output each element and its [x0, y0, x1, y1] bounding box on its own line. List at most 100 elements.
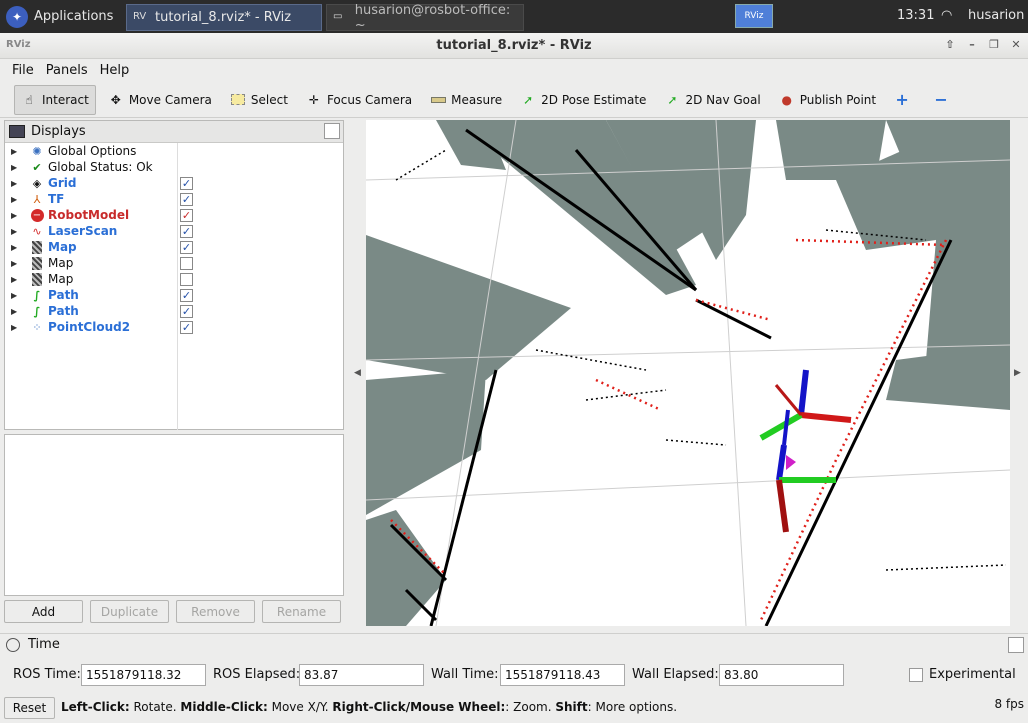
display-enable-checkbox[interactable]: ✓ [180, 192, 193, 206]
column-separator [177, 143, 178, 430]
plus-icon: + [895, 90, 909, 109]
status-hint: Left-Click: Rotate. Middle-Click: Move X… [61, 700, 677, 714]
user-menu[interactable]: husarion [968, 8, 1025, 23]
status-left-click: Left-Click: [61, 700, 130, 714]
display-row-robotmodel[interactable]: ▶ − RobotModel ✓ [5, 207, 343, 223]
taskbar-item-label: husarion@rosbot-office: ~ [354, 2, 511, 33]
display-row-map[interactable]: ▶ Map ✓ [5, 239, 343, 255]
taskbar-item-rviz[interactable]: RV tutorial_8.rviz* - RViz [126, 4, 322, 31]
applications-menu[interactable]: ✦ Applications [0, 0, 124, 33]
expand-arrow-icon[interactable]: ▶ [11, 258, 18, 268]
expand-arrow-icon[interactable]: ▶ [11, 306, 18, 316]
gear-icon: ✺ [32, 144, 42, 158]
rename-display-button[interactable]: Rename [262, 600, 341, 623]
expand-arrow-icon[interactable]: ▶ [11, 194, 18, 204]
display-row-map[interactable]: ▶ Map [5, 255, 343, 271]
publish-point-button[interactable]: ● Publish Point [773, 85, 882, 115]
pointcloud-icon: ⁘ [32, 320, 42, 334]
display-enable-checkbox[interactable] [180, 256, 193, 270]
menu-bar: File Panels Help [0, 59, 1028, 81]
reset-button[interactable]: Reset [4, 697, 55, 719]
experimental-checkbox[interactable] [909, 668, 923, 682]
maximize-icon[interactable]: ❐ [989, 38, 999, 51]
expand-arrow-icon[interactable]: ▶ [11, 242, 18, 252]
menu-panels[interactable]: Panels [45, 62, 88, 78]
monitor-icon [9, 125, 25, 138]
display-row-grid[interactable]: ▶ ◈ Grid ✓ [5, 175, 343, 191]
display-enable-checkbox[interactable]: ✓ [180, 240, 193, 254]
map-icon [29, 256, 45, 270]
display-row-pointcloud2[interactable]: ▶ ⁘ PointCloud2 ✓ [5, 319, 343, 335]
minimize-icon[interactable]: – [969, 38, 975, 51]
close-icon[interactable]: ✕ [1011, 38, 1021, 51]
path-icon: ∫ [33, 288, 41, 302]
nav-goal-button[interactable]: ➚ 2D Nav Goal [658, 85, 766, 115]
status-text: Rotate. [129, 700, 181, 714]
render-viewport[interactable] [366, 120, 1010, 626]
display-enable-checkbox[interactable]: ✓ [180, 304, 193, 318]
duplicate-display-button[interactable]: Duplicate [90, 600, 169, 623]
status-shift: Shift [555, 700, 588, 714]
ros-elapsed-field[interactable]: 83.87 [299, 664, 424, 686]
select-icon [230, 92, 246, 108]
display-row-global-options[interactable]: ▶ ✺ Global Options [5, 143, 343, 159]
display-enable-checkbox[interactable]: ✓ [180, 176, 193, 190]
move-camera-button[interactable]: ✥ Move Camera [102, 85, 218, 115]
publish-point-label: Publish Point [799, 92, 877, 107]
display-row-global-status[interactable]: ▶ ✔ Global Status: Ok [5, 159, 343, 175]
wifi-icon[interactable]: ◠ [941, 8, 953, 23]
add-tool-button[interactable]: + [888, 85, 921, 115]
focus-camera-icon: ✛ [308, 92, 319, 107]
display-enable-checkbox[interactable] [180, 272, 193, 286]
add-display-button[interactable]: Add [4, 600, 83, 623]
display-row-path[interactable]: ▶ ∫ Path ✓ [5, 287, 343, 303]
expand-arrow-icon[interactable]: ▶ [11, 226, 18, 236]
pose-estimate-button[interactable]: ➚ 2D Pose Estimate [514, 85, 652, 115]
wall-time-field[interactable]: 1551879118.43 [500, 664, 625, 686]
taskbar-item-terminal[interactable]: ▭ husarion@rosbot-office: ~ [326, 2, 524, 33]
xfce-logo-icon: ✦ [6, 5, 28, 28]
expand-arrow-icon[interactable]: ▶ [11, 322, 18, 332]
workspace-switcher[interactable]: RViz [735, 4, 773, 28]
menu-help[interactable]: Help [99, 62, 130, 78]
occupancy-map-unknown [366, 120, 1010, 626]
expand-arrow-icon[interactable]: ▶ [11, 162, 18, 172]
error-icon: − [29, 208, 45, 222]
status-text: Move X/Y. [267, 700, 333, 714]
wall-elapsed-field[interactable]: 83.80 [719, 664, 844, 686]
display-enable-checkbox[interactable]: ✓ [180, 208, 193, 222]
display-row-laserscan[interactable]: ▶ ∿ LaserScan ✓ [5, 223, 343, 239]
interact-tool-button[interactable]: ☝ Interact [14, 84, 96, 115]
remove-tool-button[interactable]: − [927, 85, 960, 115]
panel-float-button[interactable] [1008, 637, 1024, 653]
display-row-tf[interactable]: ▶ ⅄ TF ✓ [5, 191, 343, 207]
remove-display-button[interactable]: Remove [176, 600, 255, 623]
window-up-icon[interactable]: ⇧ [945, 38, 955, 51]
expand-arrow-icon[interactable]: ▶ [11, 146, 18, 156]
display-enable-checkbox[interactable]: ✓ [180, 320, 193, 334]
system-top-bar: ✦ Applications RV tutorial_8.rviz* - RVi… [0, 0, 1028, 33]
panel-float-button[interactable] [324, 123, 340, 139]
display-enable-checkbox[interactable]: ✓ [180, 224, 193, 238]
display-row-path[interactable]: ▶ ∫ Path ✓ [5, 303, 343, 319]
expand-arrow-icon[interactable]: ▶ [11, 290, 18, 300]
select-button[interactable]: Select [224, 85, 294, 115]
collapse-left-icon[interactable]: ◀ [354, 368, 361, 378]
rviz-window-icon: RViz [6, 39, 31, 50]
measure-button[interactable]: Measure [424, 85, 508, 115]
expand-arrow-icon[interactable]: ▶ [11, 274, 18, 284]
display-enable-checkbox[interactable]: ✓ [180, 288, 193, 302]
clock[interactable]: 13:31 [897, 8, 935, 23]
status-middle-click: Middle-Click: [180, 700, 268, 714]
select-label: Select [250, 92, 288, 107]
focus-camera-button[interactable]: ✛ Focus Camera [300, 85, 418, 115]
ros-time-field[interactable]: 1551879118.32 [81, 664, 206, 686]
display-label: Global Status: Ok [48, 160, 153, 174]
map-render [366, 120, 1010, 626]
menu-file[interactable]: File [12, 62, 34, 78]
expand-arrow-icon[interactable]: ▶ [11, 210, 18, 220]
display-row-map[interactable]: ▶ Map [5, 271, 343, 287]
display-label: TF [48, 192, 65, 206]
expand-arrow-icon[interactable]: ▶ [11, 178, 18, 188]
collapse-right-icon[interactable]: ▶ [1014, 368, 1021, 378]
